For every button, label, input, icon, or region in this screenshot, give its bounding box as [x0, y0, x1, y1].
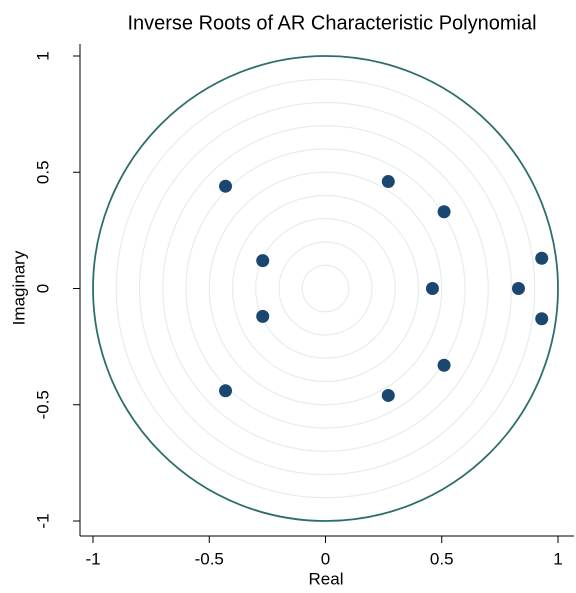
reference-ring — [278, 241, 373, 336]
x-tick-label: 0.5 — [430, 549, 454, 568]
x-tick-label: -1 — [85, 549, 100, 568]
root-point — [256, 309, 270, 323]
x-axis-label: Real — [309, 569, 344, 588]
root-point — [425, 282, 439, 295]
root-point — [219, 384, 233, 398]
reference-ring — [301, 264, 350, 313]
y-tick-label: 0 — [33, 284, 52, 293]
y-axis-label: Imaginary — [9, 250, 28, 325]
root-point — [381, 388, 395, 402]
root-point — [437, 358, 451, 372]
root-point — [219, 179, 233, 193]
reference-ring — [138, 101, 513, 476]
y-tick-label: 1 — [33, 51, 52, 60]
y-tick-label: -1 — [33, 513, 52, 528]
root-point — [256, 254, 270, 268]
reference-ring — [208, 171, 443, 406]
unit-circle — [92, 55, 559, 522]
reference-ring — [162, 125, 489, 452]
root-point — [437, 205, 451, 219]
reference-ring — [255, 218, 396, 359]
x-tick-label: -0.5 — [195, 549, 224, 568]
root-point — [511, 282, 525, 295]
root-point — [535, 312, 549, 326]
root-point — [535, 251, 549, 265]
x-tick-label: 1 — [553, 549, 562, 568]
x-tick-label: 0 — [321, 549, 330, 568]
reference-ring — [231, 194, 420, 383]
y-tick-label: -0.5 — [33, 390, 52, 419]
chart-title: Inverse Roots of AR Characteristic Polyn… — [127, 12, 536, 34]
root-point — [381, 175, 395, 189]
reference-ring — [185, 148, 466, 429]
y-tick-label: 0.5 — [33, 160, 52, 184]
reference-ring — [115, 78, 536, 499]
